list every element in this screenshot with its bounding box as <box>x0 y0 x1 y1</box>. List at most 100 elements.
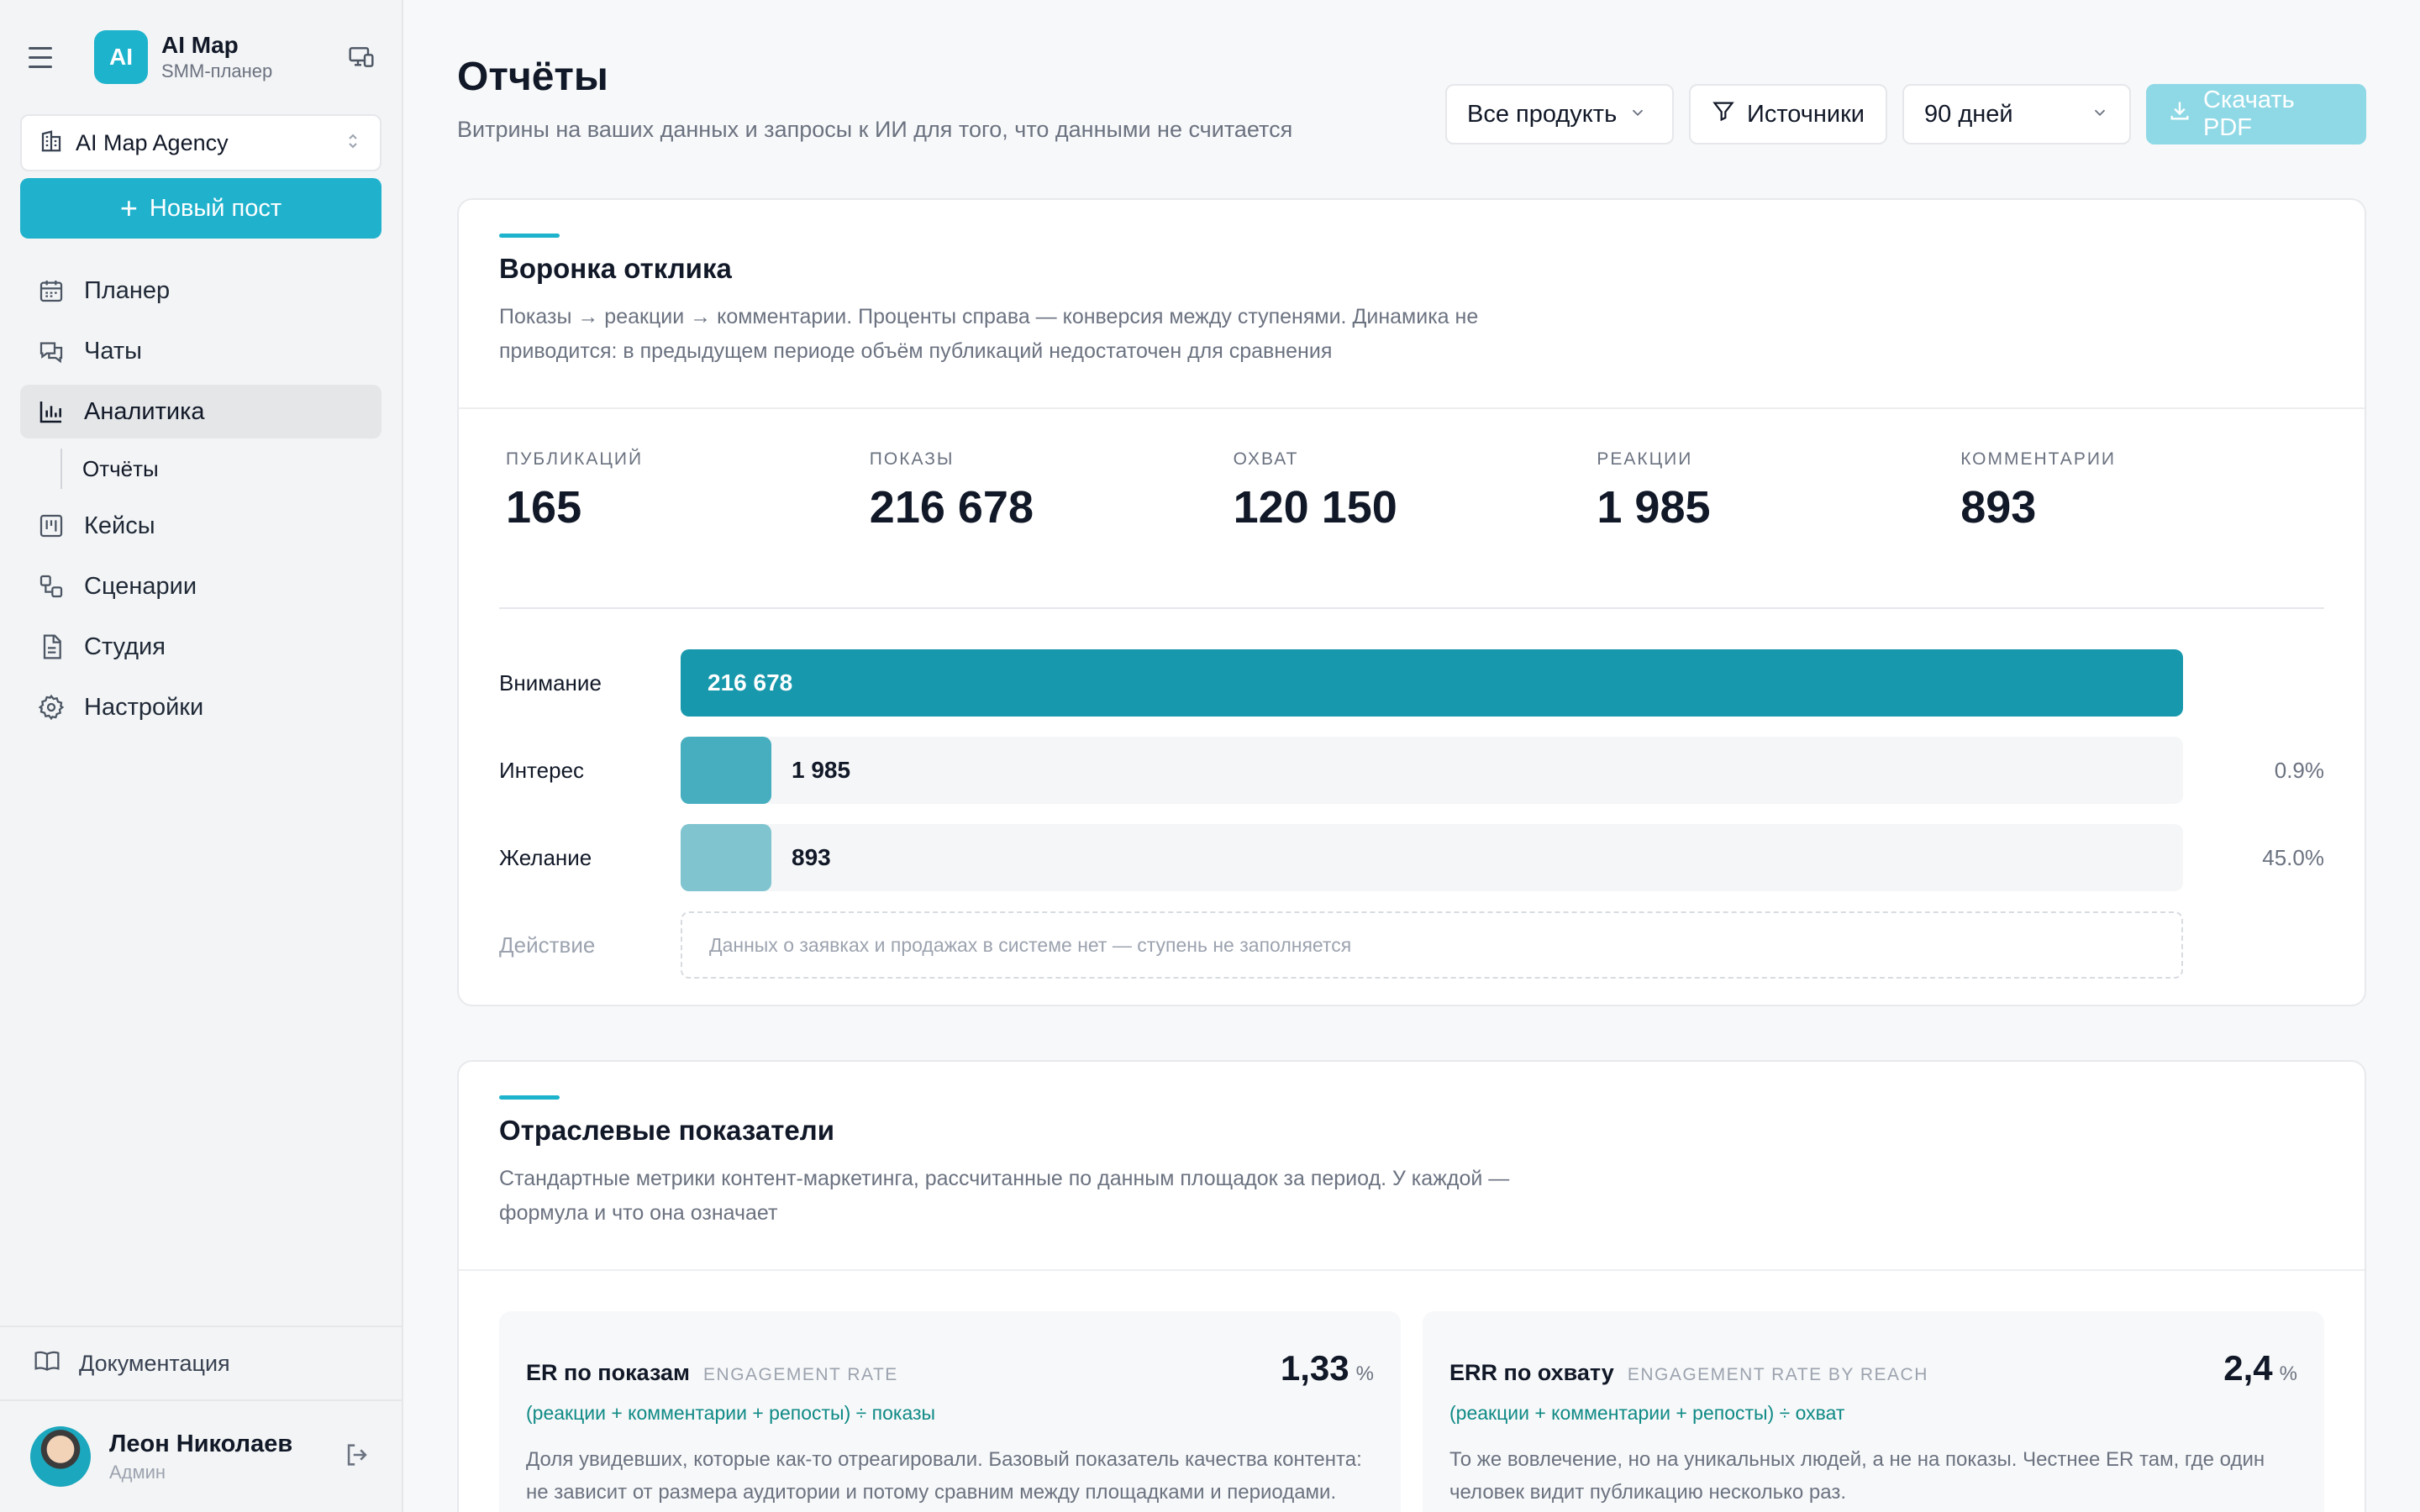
user-name: Леон Николаев <box>109 1430 293 1457</box>
brand-name: AI Map <box>161 32 239 58</box>
accent-bar <box>499 234 560 238</box>
sidebar: AI AI Map SMM-планер AI Map Agency + Нов… <box>0 0 403 1512</box>
kpi-reactions: РЕАКЦИИ 1 985 <box>1597 449 1960 607</box>
chat-icon <box>37 337 66 365</box>
period-select[interactable]: 90 дней <box>1902 84 2131 144</box>
building-icon <box>39 129 64 158</box>
kpi-label: ПУБЛИКАЦИЙ <box>506 449 644 469</box>
industry-card-header: Отраслевые показатели Стандартные метрик… <box>459 1062 2365 1271</box>
kpi-value: 165 <box>506 482 582 533</box>
logout-icon[interactable] <box>343 1441 371 1473</box>
calendar-icon <box>37 276 66 305</box>
metric-unit: % <box>1355 1362 1374 1385</box>
chevron-updown-icon <box>343 131 363 155</box>
sidebar-item-chats[interactable]: Чаты <box>20 324 381 378</box>
user-info: Леон Николаев Админ <box>109 1431 292 1483</box>
divider <box>499 607 2324 609</box>
metric-header: ER по показам ENGAGEMENT RATE 1,33 % <box>526 1348 1374 1389</box>
funnel-empty-stage: Данных о заявках и продажах в системе не… <box>681 911 2183 979</box>
download-pdf-button[interactable]: Скачать PDF <box>2146 84 2366 144</box>
funnel-stage-action: Действие Данных о заявках и продажах в с… <box>499 911 2324 979</box>
funnel-track: 216 678 <box>681 649 2183 717</box>
funnel-stage-label: Интерес <box>499 757 585 783</box>
sidebar-subitem-label: Отчёты <box>82 455 159 481</box>
avatar[interactable] <box>30 1426 91 1487</box>
document-icon <box>37 633 66 661</box>
main-content: Отчёты Витрины на ваших данных и запросы… <box>403 0 2420 1512</box>
metric-value: 2,4 <box>2223 1348 2273 1388</box>
sidebar-item-cases[interactable]: Кейсы <box>20 499 381 553</box>
metric-name-en: ENGAGEMENT RATE BY REACH <box>1627 1365 1928 1384</box>
funnel-card: Воронка отклика Показы → реакции → комме… <box>457 198 2366 1006</box>
metric-card-err: ERR по охвату ENGAGEMENT RATE BY REACH 2… <box>1423 1311 2324 1512</box>
brand: AI Map SMM-планер <box>161 32 272 82</box>
industry-card: Отраслевые показатели Стандартные метрик… <box>457 1060 2366 1512</box>
sources-filter-button[interactable]: Источники <box>1689 84 1887 144</box>
kpi-value: 120 150 <box>1233 482 1397 533</box>
metric-name: ERR по охвату <box>1449 1360 1614 1385</box>
user-profile: Леон Николаев Админ <box>0 1399 402 1512</box>
app-logo: AI <box>94 30 148 84</box>
funnel-conversion: 45.0% <box>2262 844 2324 870</box>
funnel-bar <box>681 649 2183 717</box>
workflow-icon <box>37 572 66 601</box>
sidebar-item-planner[interactable]: Планер <box>20 264 381 318</box>
workspace-selector[interactable]: AI Map Agency <box>20 114 381 171</box>
kpi-value: 216 678 <box>869 482 1034 533</box>
kpi-reach: ОХВАТ 120 150 <box>1234 449 1597 607</box>
funnel-stage-interest: Интерес 1 985 0.9% <box>499 737 2324 804</box>
sidebar-item-label: Кейсы <box>84 512 155 539</box>
device-switch-icon[interactable] <box>341 37 381 77</box>
new-post-button[interactable]: + Новый пост <box>20 178 381 239</box>
funnel-stage-label: Действие <box>499 932 596 958</box>
funnel-track: 1 985 <box>681 737 2183 804</box>
kpi-value: 893 <box>1960 482 2037 533</box>
filter-icon <box>1712 99 1735 129</box>
sidebar-item-label: Планер <box>84 276 171 304</box>
funnel-track: 893 <box>681 824 2183 891</box>
page-title: Отчёты <box>457 55 608 99</box>
funnel-card-description: Показы → реакции → комментарии. Проценты… <box>499 305 1479 363</box>
funnel-stage-value: 1 985 <box>792 757 851 783</box>
chevron-down-icon <box>2091 101 2109 129</box>
kpi-label: ПОКАЗЫ <box>869 449 955 469</box>
funnel-stage-attention: Внимание 216 678 <box>499 649 2324 717</box>
sidebar-item-label: Сценарии <box>84 572 197 600</box>
products-filter-select[interactable]: Все продукть <box>1445 84 1674 144</box>
workspace-name: AI Map Agency <box>76 129 229 155</box>
documentation-link[interactable]: Документация <box>0 1326 402 1399</box>
funnel-card-header: Воронка отклика Показы → реакции → комме… <box>459 200 2365 409</box>
sidebar-item-scenarios[interactable]: Сценарии <box>20 559 381 613</box>
plus-icon: + <box>119 191 138 225</box>
funnel-stage-label: Внимание <box>499 669 602 696</box>
funnel-stage-value: 893 <box>792 844 831 870</box>
page-header: Отчёты Витрины на ваших данных и запросы… <box>457 54 2366 155</box>
sidebar-subitem-reports[interactable]: Отчёты <box>20 445 381 492</box>
funnel-stage-value: 216 678 <box>708 669 793 696</box>
funnel-stage-label: Желание <box>499 844 592 870</box>
sidebar-item-settings[interactable]: Настройки <box>20 680 381 734</box>
kpi-label: ОХВАТ <box>1233 449 1299 469</box>
funnel-bar <box>681 737 771 804</box>
kpi-value: 1 985 <box>1597 482 1711 533</box>
metric-value: 1,33 <box>1280 1348 1349 1388</box>
menu-toggle-icon[interactable] <box>20 37 60 77</box>
products-filter-label: Все продукть <box>1467 100 1618 128</box>
sidebar-item-label: Студия <box>84 633 166 660</box>
kpi-label: КОММЕНТАРИИ <box>1960 449 2117 469</box>
book-icon <box>34 1347 60 1380</box>
sidebar-item-label: Чаты <box>84 337 142 365</box>
user-role: Админ <box>109 1461 166 1483</box>
metric-header: ERR по охвату ENGAGEMENT RATE BY REACH 2… <box>1449 1348 2297 1389</box>
kpi-comments: КОММЕНТАРИИ 893 <box>1960 449 2324 607</box>
metric-name-en: ENGAGEMENT RATE <box>703 1365 898 1384</box>
sidebar-item-analytics[interactable]: Аналитика <box>20 385 381 438</box>
sidebar-item-studio[interactable]: Студия <box>20 620 381 674</box>
gear-icon <box>37 693 66 722</box>
sidebar-header: AI AI Map SMM-планер <box>20 27 381 87</box>
funnel-bar <box>681 824 771 891</box>
metric-description: То же вовлечение, но на уникальных людей… <box>1449 1448 2265 1504</box>
metric-card-er: ER по показам ENGAGEMENT RATE 1,33 % (ре… <box>499 1311 1401 1512</box>
metric-formula: (реакции + комментарии + репосты) ÷ охва… <box>1449 1402 1845 1424</box>
